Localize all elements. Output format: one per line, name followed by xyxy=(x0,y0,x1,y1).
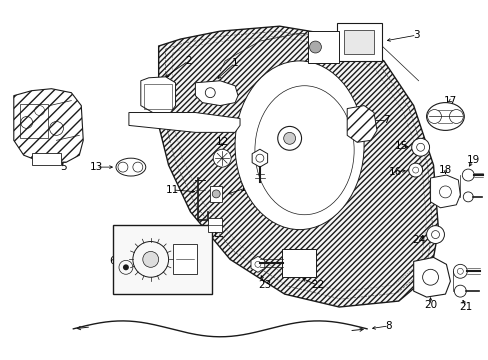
Ellipse shape xyxy=(235,61,364,230)
Bar xyxy=(143,84,171,109)
Text: 8: 8 xyxy=(385,321,391,331)
Polygon shape xyxy=(129,113,240,132)
Text: 21: 21 xyxy=(459,302,472,312)
Circle shape xyxy=(309,41,321,53)
Text: 18: 18 xyxy=(438,165,451,175)
Circle shape xyxy=(426,226,444,243)
Circle shape xyxy=(283,132,295,144)
Text: 3: 3 xyxy=(412,30,419,40)
Text: 2: 2 xyxy=(185,56,191,66)
Bar xyxy=(208,218,222,231)
Text: 10: 10 xyxy=(239,183,252,193)
Circle shape xyxy=(277,126,301,150)
Text: 11: 11 xyxy=(165,185,179,195)
Text: 6: 6 xyxy=(109,256,116,266)
Circle shape xyxy=(142,251,158,267)
Polygon shape xyxy=(346,105,376,142)
Text: 22: 22 xyxy=(310,280,324,290)
Polygon shape xyxy=(14,89,83,162)
Bar xyxy=(337,23,381,61)
Text: 16: 16 xyxy=(388,167,402,177)
Polygon shape xyxy=(158,26,438,307)
Ellipse shape xyxy=(254,86,353,215)
Bar xyxy=(210,186,222,202)
Text: 5: 5 xyxy=(60,162,66,172)
Bar xyxy=(307,31,339,63)
Polygon shape xyxy=(195,81,238,105)
Text: 24: 24 xyxy=(411,234,425,244)
Text: 20: 20 xyxy=(423,300,436,310)
Text: 4: 4 xyxy=(266,131,273,141)
Text: 15: 15 xyxy=(394,141,407,151)
Text: 14: 14 xyxy=(270,137,284,147)
Ellipse shape xyxy=(116,158,145,176)
Circle shape xyxy=(461,169,473,181)
Polygon shape xyxy=(141,77,175,113)
Circle shape xyxy=(453,285,466,297)
Text: 7: 7 xyxy=(383,116,389,126)
Bar xyxy=(20,104,47,138)
Polygon shape xyxy=(413,257,449,297)
Circle shape xyxy=(462,192,472,202)
Bar xyxy=(344,30,373,54)
Text: 1: 1 xyxy=(231,58,238,68)
Bar xyxy=(172,244,197,274)
Circle shape xyxy=(213,149,231,167)
Circle shape xyxy=(408,163,422,177)
Bar xyxy=(281,249,316,277)
Circle shape xyxy=(122,264,129,270)
Text: 9: 9 xyxy=(187,229,193,239)
Text: 23: 23 xyxy=(258,280,271,290)
Text: 19: 19 xyxy=(466,155,479,165)
Ellipse shape xyxy=(426,103,463,130)
Text: 12: 12 xyxy=(215,137,228,147)
Circle shape xyxy=(411,138,428,156)
Text: 17: 17 xyxy=(443,96,456,105)
Bar xyxy=(32,153,61,165)
Bar xyxy=(113,225,212,294)
Polygon shape xyxy=(429,175,459,208)
Circle shape xyxy=(452,264,467,278)
Text: 13: 13 xyxy=(89,162,102,172)
Circle shape xyxy=(212,190,220,198)
